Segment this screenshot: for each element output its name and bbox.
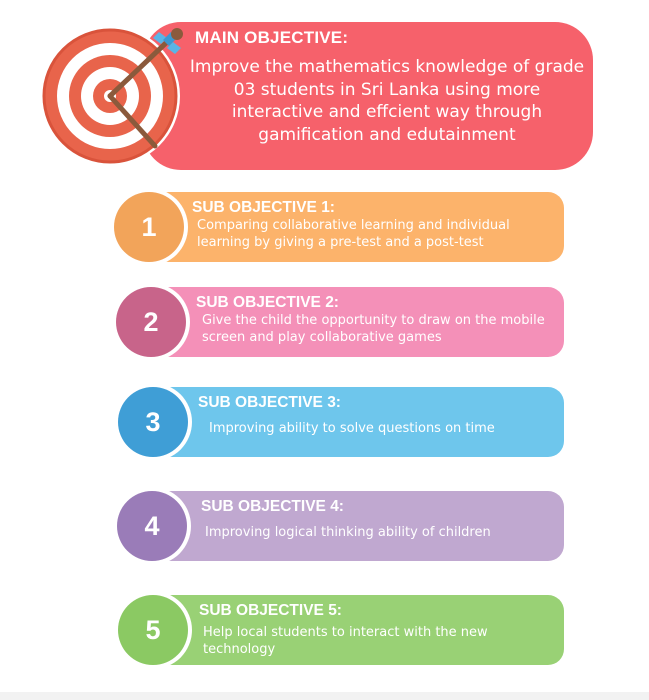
sub-objective-card-3: SUB OBJECTIVE 3: Improving ability to so… bbox=[152, 387, 564, 457]
main-objective-text: Improve the mathematics knowledge of gra… bbox=[189, 57, 585, 145]
target-arrow-icon bbox=[40, 26, 183, 166]
main-objective-card: MAIN OBJECTIVE: Improve the mathematics … bbox=[143, 22, 593, 170]
number-badge-5: 5 bbox=[114, 591, 192, 669]
sub-objective-heading: SUB OBJECTIVE 5: bbox=[199, 602, 342, 619]
sub-objective-card-2: SUB OBJECTIVE 2: Give the child the oppo… bbox=[152, 287, 564, 357]
number-badge-1: 1 bbox=[110, 188, 188, 266]
number-circle: 4 bbox=[117, 491, 187, 561]
sub-objective-heading: SUB OBJECTIVE 4: bbox=[201, 498, 344, 515]
sub-objective-heading: SUB OBJECTIVE 3: bbox=[198, 394, 341, 411]
sub-objective-heading: SUB OBJECTIVE 1: bbox=[192, 199, 335, 216]
sub-objective-text: Give the child the opportunity to draw o… bbox=[202, 313, 545, 345]
number-badge-3: 3 bbox=[114, 383, 192, 461]
sub-objective-card-5: SUB OBJECTIVE 5: Help local students to … bbox=[152, 595, 564, 665]
main-objective-heading: MAIN OBJECTIVE: bbox=[195, 28, 349, 47]
number-badge-2: 2 bbox=[112, 283, 190, 361]
number-badge-4: 4 bbox=[113, 487, 191, 565]
sub-objective-card-4: SUB OBJECTIVE 4: Improving logical think… bbox=[152, 491, 564, 561]
number-circle: 3 bbox=[118, 387, 188, 457]
number-circle: 5 bbox=[118, 595, 188, 665]
bottom-divider bbox=[0, 692, 649, 700]
sub-objective-text: Comparing collaborative learning and ind… bbox=[197, 218, 510, 250]
sub-objective-heading: SUB OBJECTIVE 2: bbox=[196, 294, 339, 311]
sub-objective-text: Improving ability to solve questions on … bbox=[209, 421, 495, 436]
number-circle: 2 bbox=[116, 287, 186, 357]
sub-objective-text: Improving logical thinking ability of ch… bbox=[205, 525, 491, 540]
sub-objective-card-1: SUB OBJECTIVE 1: Comparing collaborative… bbox=[152, 192, 564, 262]
sub-objective-text: Help local students to interact with the… bbox=[203, 625, 488, 657]
number-circle: 1 bbox=[114, 192, 184, 262]
